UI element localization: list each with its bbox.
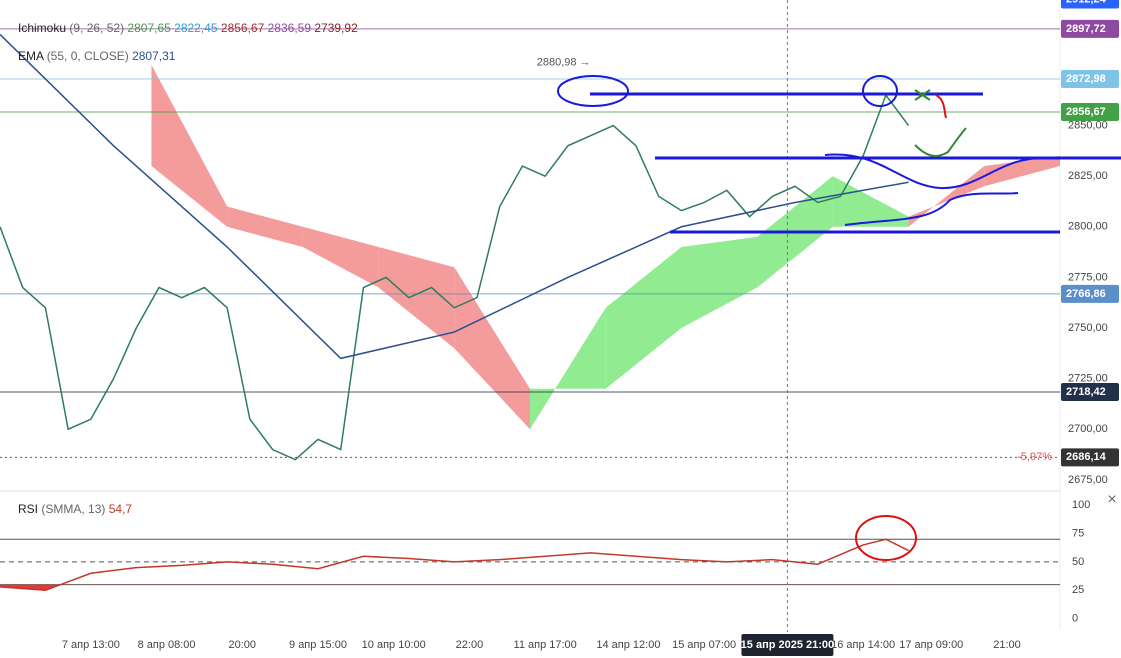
cloud-segment (454, 267, 530, 430)
drawn-curve (824, 153, 1051, 190)
cloud-segment (681, 236, 758, 329)
drawn-circle (557, 75, 629, 107)
legend-text: (55, 0, CLOSE) (47, 49, 129, 63)
cloud-segment (984, 155, 1060, 187)
legend-text: (SMMA, 13) (41, 502, 105, 516)
cloud-segment (908, 166, 985, 227)
y-tick-label: 2725,00 (1068, 373, 1108, 385)
series-line (0, 538, 909, 592)
legend-text: 2856,67 (221, 21, 265, 35)
cloud-segment (227, 206, 303, 248)
y-tick-label: 75 (1072, 527, 1084, 539)
cloud-segment (151, 64, 228, 227)
legend-text: 2807,65 (127, 21, 171, 35)
y-tick-label: 2675,00 (1068, 474, 1108, 486)
legend-text: 2807,31 (132, 49, 176, 63)
legend-entry: EMA (55, 0, CLOSE) 2807,31 (18, 49, 176, 63)
x-tick-label: 15 апр 07:00 (672, 639, 736, 651)
y-tick-label: 25 (1072, 584, 1084, 596)
change-label: -5,97% (1017, 451, 1052, 463)
y-tick-label: 2775,00 (1068, 271, 1108, 283)
drawn-arrow (914, 127, 967, 157)
y-tick-label: 100 (1072, 499, 1090, 511)
crosshair-tag (741, 634, 834, 656)
annotation: 2880,98 → (537, 57, 591, 69)
price-tag-label: 2766,86 (1066, 288, 1106, 300)
price-tag-label: 2872,98 (1066, 73, 1106, 85)
price-tag-label: 2686,14 (1066, 451, 1107, 463)
price-tag-label: 2856,67 (1066, 106, 1106, 118)
x-tick-label: 9 апр 15:00 (289, 639, 347, 651)
crosshair-label: 15 апр 2025 21:00 (741, 639, 835, 651)
drawn-circle (855, 515, 917, 561)
legend-text: 2822,45 (174, 21, 218, 35)
rsi-pane: 0 25 50 75 100 RSI (SMMA, 13) 54,7 7 апр 13:00… (0, 0, 1090, 656)
cloud-segment (302, 226, 379, 288)
y-tick-label: 2700,00 (1068, 423, 1108, 435)
legend-text: Ichimoku (18, 21, 66, 35)
legend-text: 54,7 (109, 502, 133, 516)
x-tick-label: 8 апр 08:00 (138, 639, 196, 651)
x-tick-label: 22:00 (456, 639, 484, 651)
drawn-curve (844, 192, 1019, 226)
price-tag (1061, 19, 1119, 38)
price-tag (1061, 103, 1119, 122)
x-tick-label: 14 апр 12:00 (596, 639, 660, 651)
drawn-cross (914, 89, 931, 101)
price-tag (1061, 448, 1119, 467)
y-tick-label: 50 (1072, 556, 1084, 568)
main-pane: 2675,00 2700,00 2725,00 2750,00 2775,00 2800,… (0, 0, 1119, 486)
legend-text: EMA (18, 49, 44, 63)
x-tick-label: 17 апр 09:00 (899, 639, 963, 651)
price-tag-label: 2718,42 (1066, 386, 1106, 398)
drawings (557, 75, 1121, 561)
legend-text: (9, 26, 52) (69, 21, 124, 35)
x-tick-label: 20:00 (229, 639, 257, 651)
x-tick-label: 11 апр 17:00 (514, 639, 577, 651)
x-tick-label: 21:00 (993, 639, 1021, 651)
x-tick-label: 16 апр 14:00 (831, 639, 895, 651)
legend-text: 2739,92 (314, 21, 358, 35)
legend-text: RSI (18, 502, 38, 516)
y-tick-label: 2750,00 (1068, 322, 1108, 334)
cloud-segment (530, 307, 606, 430)
legend-entry: RSI (SMMA, 13) 54,7 (18, 502, 132, 516)
price-tag-label: 2912,24 (1066, 0, 1107, 5)
drawn-arrow (935, 94, 947, 119)
price-tag-label: 2897,72 (1066, 23, 1106, 35)
cloud-segment (605, 247, 682, 389)
cloud-segment (378, 247, 455, 349)
y-tick-label: 2825,00 (1068, 170, 1108, 182)
cloud-segment (832, 176, 909, 227)
y-tick-label: 2800,00 (1068, 221, 1108, 233)
series-line (0, 33, 909, 360)
close-button[interactable]: × (1107, 491, 1116, 508)
legend-entry: Ichimoku (9, 26, 52) 2807,65 2822,45 285… (18, 21, 358, 35)
price-tag (1061, 70, 1119, 89)
legend-text: 2836,59 (268, 21, 312, 35)
drawn-circle (862, 75, 898, 107)
price-tag (1061, 382, 1119, 401)
x-tick-label: 7 апр 13:00 (62, 639, 120, 651)
x-tick-label: 10 апр 10:00 (362, 639, 426, 651)
price-tag (1061, 284, 1119, 303)
y-tick-label: 0 (1072, 613, 1078, 625)
price-tag (1061, 0, 1119, 9)
y-tick-label: 2850,00 (1068, 119, 1108, 131)
